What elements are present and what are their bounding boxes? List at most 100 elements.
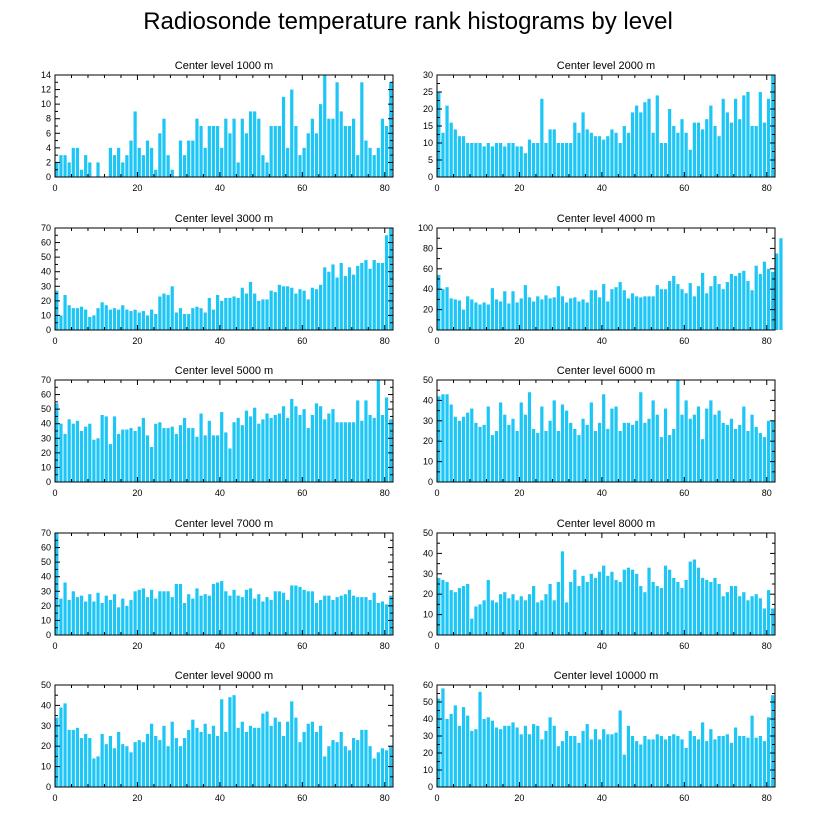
bar [112,594,117,635]
bar [273,717,277,787]
bar [368,746,372,787]
bar [364,260,368,330]
bar [306,591,310,635]
bar [482,719,486,787]
y-tick-label: 60 [423,680,433,690]
bar [170,426,174,482]
bar [597,739,602,787]
bar [389,595,393,635]
bar [104,305,108,330]
panel-title: Center level 8000 m [557,518,655,530]
bar [84,426,88,482]
bar [635,573,639,635]
bar [79,431,84,482]
bar [306,133,310,177]
bar [158,422,162,482]
x-tick-label: 60 [297,183,307,193]
bar [457,136,462,177]
bar [532,143,536,177]
bar [294,717,298,787]
bar [688,283,692,330]
bar [721,422,725,482]
bar [717,136,721,177]
bar [523,725,527,787]
bar [228,595,232,635]
bar [314,403,319,482]
bar [470,299,474,330]
bar [240,425,244,482]
x-tick-label: 40 [215,641,225,651]
bar [680,119,684,177]
y-tick-label: 40 [423,714,433,724]
bar [228,448,232,482]
bar [461,586,466,635]
bar [532,724,536,787]
bar [659,143,664,177]
bar [384,604,389,635]
bar [474,302,478,330]
bar [589,739,593,787]
bar [503,291,507,330]
bar [347,422,352,482]
bar [453,416,457,482]
bar [766,590,771,635]
bar [79,306,84,330]
bar [676,132,680,177]
bar [544,295,548,330]
bar [696,567,701,635]
panel-title: Center level 4000 m [557,213,655,225]
x-tick-label: 80 [762,488,772,498]
bar [746,737,750,787]
bar [257,300,261,330]
bar [158,133,162,177]
bar [692,414,696,482]
bar [569,581,573,635]
bar [762,261,767,330]
bar [257,727,261,787]
bar [368,147,372,177]
bar [597,571,602,635]
bar [470,408,474,482]
bar [63,582,67,635]
bar [154,736,158,787]
bar [108,309,113,330]
bar [215,736,220,787]
bar [339,111,343,177]
bar [573,122,577,177]
bar [684,579,688,635]
bar [659,437,664,482]
bar [511,291,515,330]
bar [688,418,692,482]
y-tick-label: 14 [41,70,51,80]
bar [713,577,717,635]
bar [655,414,659,482]
x-tick-label: 80 [762,336,772,346]
bar [573,569,577,635]
bar [762,437,767,482]
bar [560,551,565,635]
y-tick-label: 0 [428,630,433,640]
bar [725,734,729,787]
bar [261,419,265,482]
bar [302,409,306,482]
bar [527,734,532,787]
y-tick-label: 50 [423,528,433,538]
bar [482,424,486,482]
bar [84,309,88,330]
bar [277,284,282,330]
bar [478,304,482,330]
bar [754,737,758,787]
y-tick-label: 0 [428,172,433,182]
bar [729,122,734,177]
bar [207,733,211,787]
bar [676,736,680,787]
bar [486,406,490,482]
bar [211,584,216,635]
bar [486,304,490,330]
bar [376,752,380,787]
y-tick-label: 50 [41,404,51,414]
bar [306,428,310,482]
bar [150,447,154,482]
bar [178,425,183,482]
bar [560,143,565,177]
